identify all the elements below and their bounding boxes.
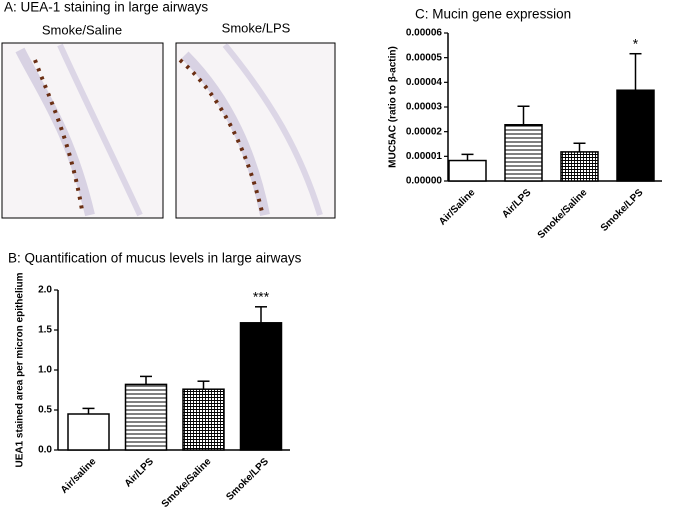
y-tick-label: 0.5 — [38, 405, 52, 416]
chart-title: C: Mucin gene expression — [415, 7, 571, 22]
significance: *** — [253, 289, 270, 305]
y-axis-label: MUC5AC (ratio to β-actin) — [388, 46, 399, 168]
y-tick-label: 2.0 — [38, 285, 52, 296]
x-tick-label: Smoke/LPS — [599, 187, 646, 234]
y-tick-label: 1.0 — [38, 365, 52, 376]
bar — [67, 413, 110, 451]
x-tick-label: Smoke/Saline — [160, 456, 214, 510]
bar — [448, 159, 487, 182]
image-label: Smoke/Saline — [42, 22, 122, 37]
x-tick-label: Smoke/Saline — [536, 187, 590, 241]
y-tick-label: 0.00002 — [406, 126, 443, 137]
y-tick-label: 0.00004 — [406, 77, 443, 88]
bar — [504, 124, 543, 182]
bar — [182, 388, 225, 451]
bar — [124, 383, 168, 451]
y-tick-label: 0.00001 — [406, 151, 443, 162]
panel-title: A: UEA-1 staining in large airways — [4, 0, 208, 15]
x-tick-label: Air/LPS — [123, 456, 157, 490]
y-tick-label: 0.00003 — [406, 102, 443, 113]
y-tick-label: 1.5 — [38, 325, 52, 336]
image-label: Smoke/LPS — [222, 20, 291, 35]
micrograph — [1, 42, 164, 219]
y-tick-label: 0.00005 — [406, 52, 443, 63]
micrograph — [175, 42, 336, 219]
significance: * — [633, 35, 639, 51]
chart-title: B: Quantification of mucus levels in lar… — [8, 251, 302, 266]
x-tick-label: Smoke/LPS — [224, 456, 271, 503]
bar — [560, 151, 599, 182]
bar — [616, 89, 655, 182]
x-tick-label: Air/Saline — [437, 187, 478, 228]
x-tick-label: Air/saline — [59, 456, 99, 496]
x-tick-label: Air/LPS — [500, 187, 534, 221]
y-tick-label: 0.00000 — [406, 176, 443, 187]
y-tick-label: 0.00006 — [406, 28, 443, 39]
y-axis-label: UEA1 stained area per micron epithelium — [15, 272, 26, 467]
y-tick-label: 0.0 — [38, 445, 52, 456]
bar — [239, 322, 283, 451]
